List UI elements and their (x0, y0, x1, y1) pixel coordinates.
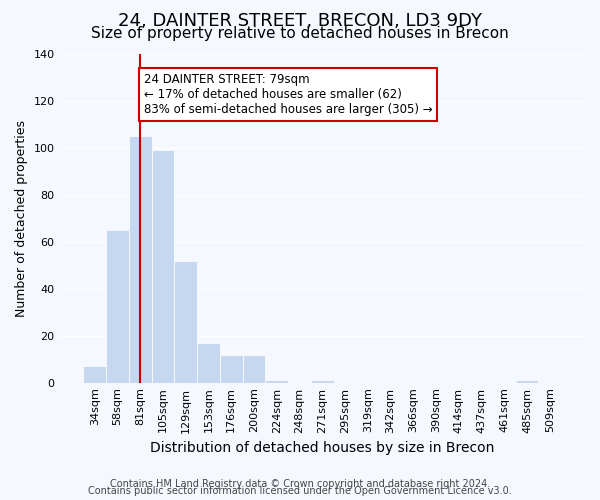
Text: 24, DAINTER STREET, BRECON, LD3 9DY: 24, DAINTER STREET, BRECON, LD3 9DY (118, 12, 482, 30)
Bar (106, 230, 129, 382)
Text: 24 DAINTER STREET: 79sqm
← 17% of detached houses are smaller (62)
83% of semi-d: 24 DAINTER STREET: 79sqm ← 17% of detach… (144, 73, 433, 116)
Bar (311, 380, 334, 382)
Bar (197, 343, 220, 382)
Text: Size of property relative to detached houses in Brecon: Size of property relative to detached ho… (91, 26, 509, 41)
Bar (265, 380, 288, 382)
X-axis label: Distribution of detached houses by size in Brecon: Distribution of detached houses by size … (150, 441, 494, 455)
Bar (129, 136, 152, 382)
Bar (515, 380, 538, 382)
Bar (175, 260, 197, 382)
Bar (83, 366, 106, 382)
Bar (152, 150, 175, 382)
Bar (242, 354, 265, 382)
Y-axis label: Number of detached properties: Number of detached properties (15, 120, 28, 317)
Bar (220, 354, 242, 382)
Text: Contains HM Land Registry data © Crown copyright and database right 2024.: Contains HM Land Registry data © Crown c… (110, 479, 490, 489)
Text: Contains public sector information licensed under the Open Government Licence v3: Contains public sector information licen… (88, 486, 512, 496)
